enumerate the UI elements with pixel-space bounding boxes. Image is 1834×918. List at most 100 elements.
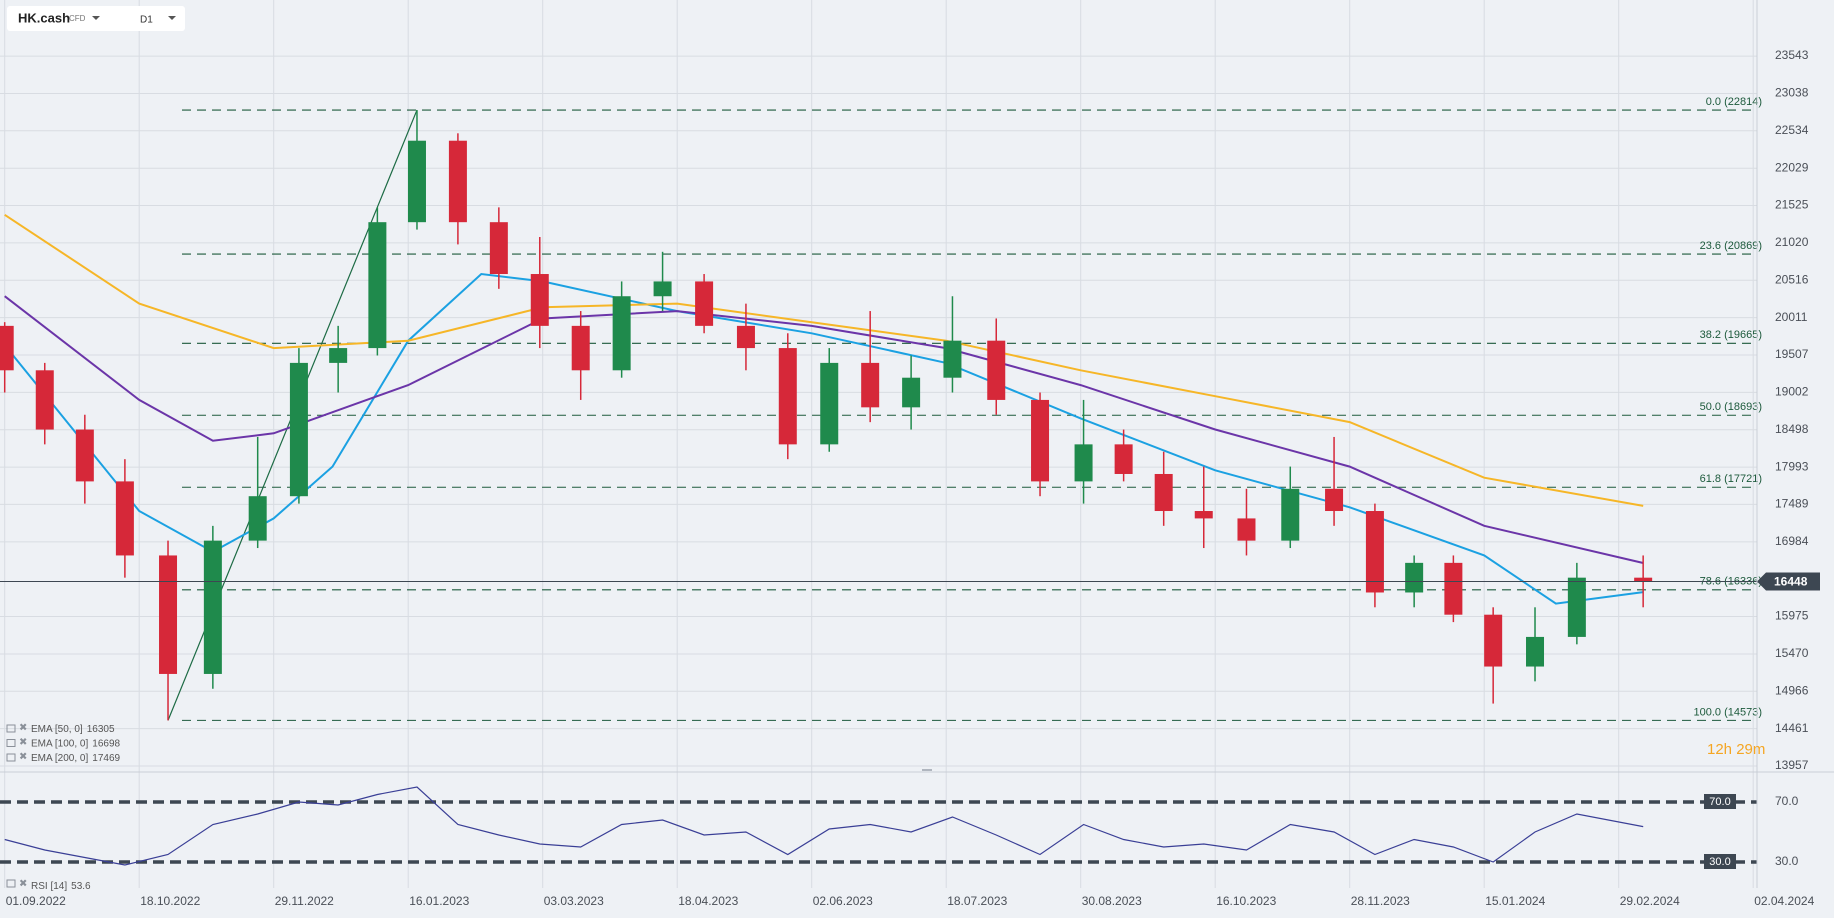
ema-line [4, 295, 1644, 564]
dropdown-caret[interactable] [92, 16, 100, 20]
legend-value: 16305 [87, 724, 115, 735]
legend-entry: RSI [14] 53.6 [31, 881, 91, 892]
x-tick-label: 18.10.2022 [140, 894, 200, 908]
x-tick-label: 28.11.2023 [1351, 894, 1410, 908]
y-tick-label: 16984 [1775, 534, 1809, 548]
legend-remove: ✖ [19, 723, 27, 734]
y-tick-label: 19507 [1775, 347, 1809, 361]
candle-body [902, 377, 921, 408]
candle-body [35, 370, 54, 430]
rsi-tick-label: 30.0 [1775, 854, 1799, 868]
candle-body [0, 325, 14, 371]
symbol-box[interactable]: HK.cash CFD D1 [7, 6, 185, 31]
candle-body [1114, 444, 1133, 474]
legend-value: 16698 [92, 738, 120, 749]
candle-body [448, 140, 467, 223]
y-tick-label: 14966 [1775, 683, 1809, 697]
y-tick-label: 22029 [1775, 160, 1809, 174]
x-tick-label: 16.01.2023 [409, 894, 469, 908]
candle-body [530, 274, 549, 326]
candle-body [1405, 562, 1424, 593]
legend-icon [6, 753, 16, 762]
x-tick-label: 01.09.2022 [6, 894, 66, 908]
candle-body [778, 348, 797, 445]
candle-body [248, 496, 267, 541]
rsi-level-tag-label: 70.0 [1709, 796, 1730, 808]
rsi-level-tag-label: 30.0 [1709, 856, 1730, 868]
candle-body [159, 555, 178, 674]
price-panel [0, 109, 1757, 721]
candle-body [203, 540, 222, 674]
candle-body [329, 348, 348, 363]
candle-body [1325, 488, 1344, 512]
candle-body [1031, 399, 1050, 482]
candle-body [407, 140, 426, 223]
y-tick-label: 18498 [1775, 422, 1809, 436]
y-tick-label: 17489 [1775, 497, 1809, 511]
x-tick-label: 18.07.2023 [947, 894, 1007, 908]
candle-body [1634, 577, 1653, 582]
candle-body [75, 429, 94, 482]
candle-body [571, 325, 590, 371]
legend-remove: ✖ [19, 737, 27, 748]
x-tick-label: 15.01.2024 [1485, 894, 1545, 908]
rsi-panel [0, 786, 1757, 866]
candle-body [987, 340, 1006, 400]
legend-icon [6, 739, 16, 747]
legend-value: 17469 [92, 753, 120, 764]
y-tick-label: 19002 [1775, 385, 1809, 399]
last-price-label: 16448 [1774, 575, 1808, 589]
timeframe: D1 [140, 15, 153, 26]
candle-body [695, 281, 714, 326]
grid [0, 0, 1757, 888]
overlay: 01.09.2022 18.10.2022 29.11.2022 16.01.2023… [0, 48, 1820, 908]
candle-body [489, 222, 508, 275]
candle-body [368, 222, 387, 349]
y-tick-label: 20011 [1775, 310, 1808, 324]
y-tick-label: 15470 [1775, 646, 1809, 660]
candle-body [1237, 518, 1256, 541]
y-tick-label: 21020 [1775, 235, 1809, 249]
y-tick-label: 20516 [1775, 272, 1809, 286]
candle-body [289, 362, 308, 497]
x-tick-label: 18.04.2023 [678, 894, 738, 908]
dropdown-caret[interactable] [168, 16, 176, 20]
legend-entry: EMA [50, 0] 16305 [31, 724, 115, 735]
legend-icon [6, 879, 16, 888]
candle-body [115, 481, 134, 556]
x-tick-label: 02.06.2023 [813, 894, 873, 908]
y-tick-label: 13957 [1775, 758, 1809, 772]
y-tick-label: 22534 [1775, 123, 1809, 137]
instrument-type: CFD [69, 14, 86, 23]
candle-body [1194, 511, 1213, 519]
candle-body [861, 362, 880, 408]
legend-value: 53.6 [71, 881, 91, 892]
fib-label: 100.0 (14573) [1694, 706, 1763, 718]
y-tick-label: 23038 [1775, 86, 1809, 100]
fib-label: 61.8 (17721) [1700, 473, 1762, 485]
fib-label: 0.0 (22814) [1706, 96, 1762, 108]
candle-body [653, 281, 672, 297]
legend-remove: ✖ [19, 752, 27, 763]
y-tick-label: 17993 [1775, 459, 1809, 473]
rsi-level-tag [1704, 794, 1736, 809]
fib-label: 23.6 (20869) [1700, 240, 1762, 252]
candle-body [1365, 511, 1384, 593]
x-tick-label: 30.08.2023 [1082, 894, 1142, 908]
legend-name: RSI [14] [31, 881, 67, 892]
resize-handle[interactable] [922, 769, 932, 771]
candle-body [1444, 562, 1463, 615]
fib-label: 50.0 (18693) [1700, 401, 1762, 413]
symbol: HK.cash [18, 10, 70, 25]
candle-body [1484, 614, 1503, 667]
rsi-level-tag [1704, 854, 1736, 869]
candle-body [820, 362, 839, 445]
candle-body [736, 325, 755, 349]
legend-name: EMA [50, 0] [31, 724, 83, 735]
candle-body [1281, 488, 1300, 541]
legend-name: EMA [100, 0] [31, 738, 88, 749]
candle-body [612, 296, 631, 371]
candle-body [1154, 473, 1173, 512]
candle-countdown: 12h 29m [1707, 741, 1765, 758]
